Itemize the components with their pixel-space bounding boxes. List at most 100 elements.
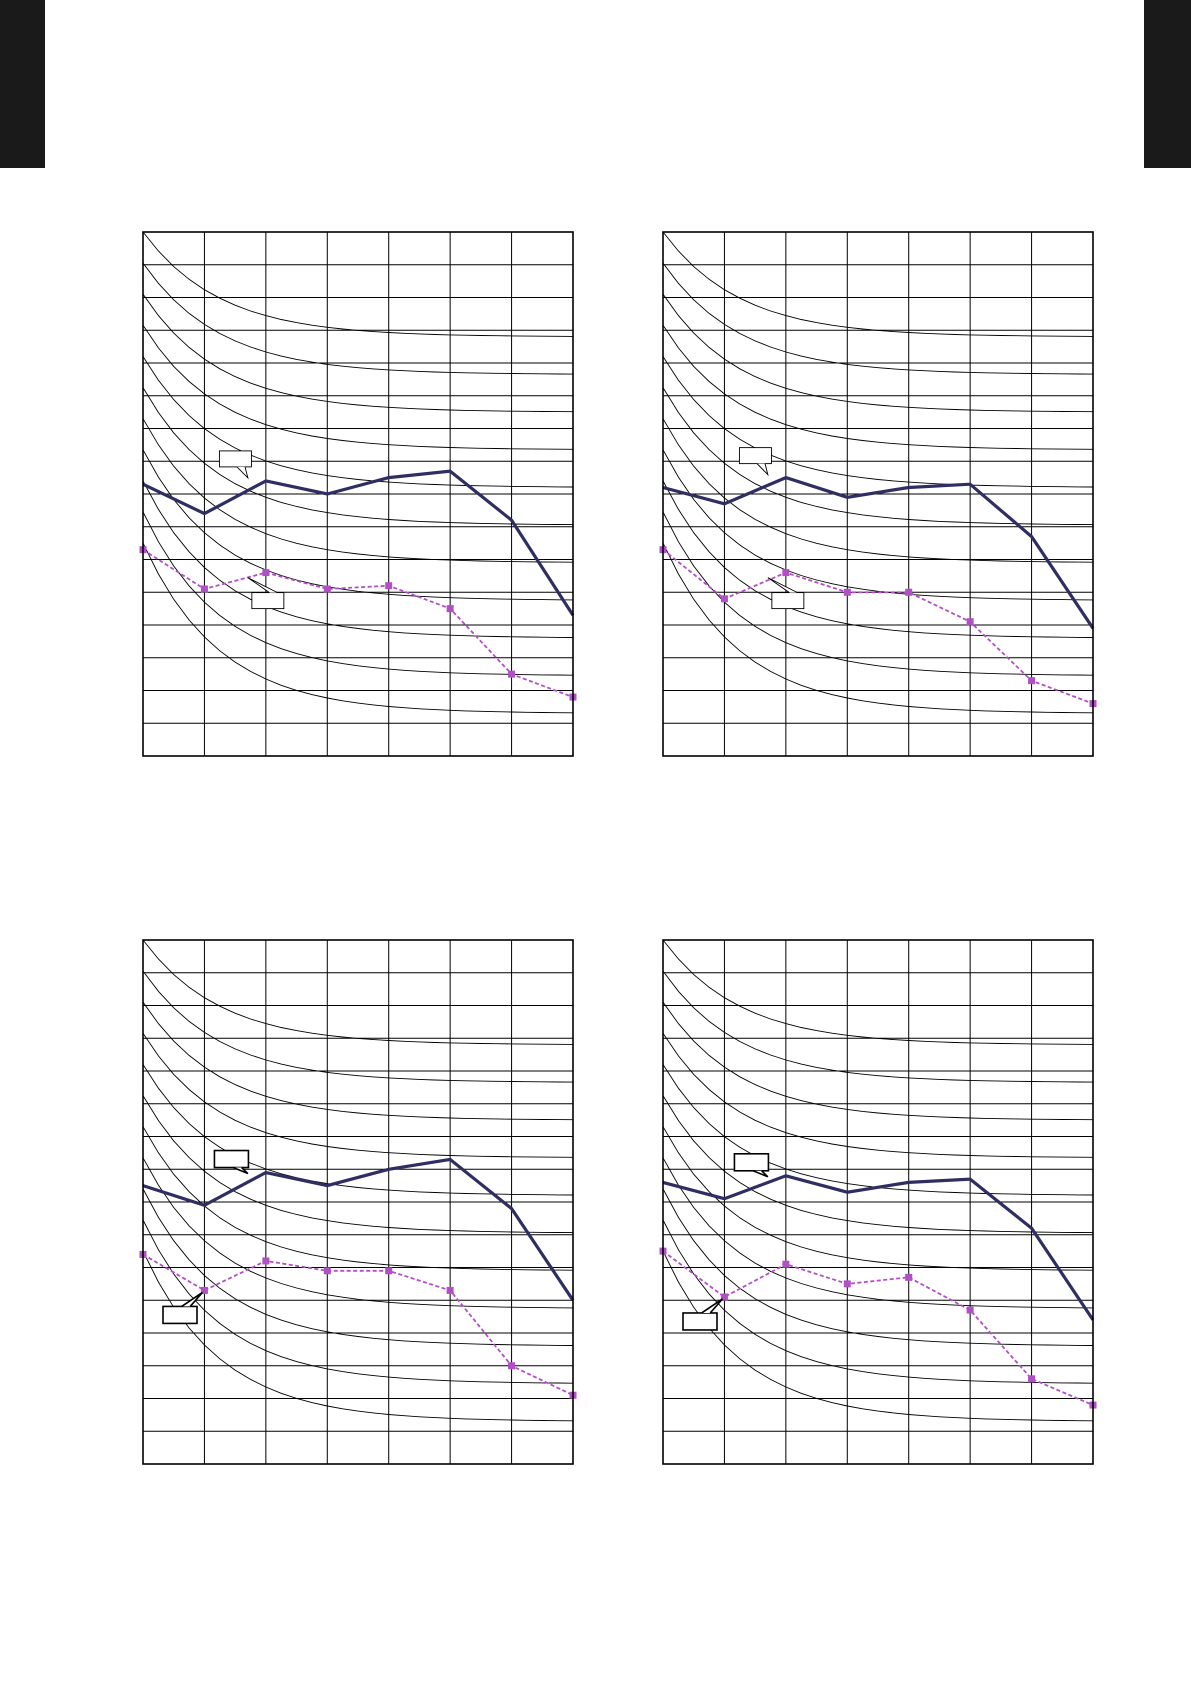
callout-rect: [682, 1312, 718, 1331]
reference-curve: [662, 1001, 1094, 1121]
callout-pointer: [247, 577, 278, 594]
grid: [143, 232, 573, 756]
series-point: [720, 595, 728, 603]
reference-curve: [142, 1250, 574, 1422]
series-point: [385, 1267, 393, 1275]
series-point: [1028, 677, 1036, 685]
series-point: [905, 588, 913, 596]
series-point: [323, 585, 331, 593]
series-point: [843, 588, 851, 596]
series-point: [262, 1257, 270, 1265]
reference-curve: [662, 542, 1094, 714]
series-point: [508, 1362, 516, 1370]
plot-frame: [662, 231, 1094, 757]
reference-curve: [662, 1064, 1094, 1196]
callout-box: [213, 1149, 250, 1175]
reference-curve: [662, 1095, 1094, 1234]
series-point: [782, 1260, 790, 1268]
reference-curve: [142, 1001, 574, 1121]
reference-curve: [142, 1095, 574, 1234]
callout-pointer: [181, 1291, 204, 1308]
reference-curve: [142, 480, 574, 638]
callout-pointer: [767, 577, 798, 594]
page-tab-right: [1144, 0, 1191, 168]
reference-curve: [142, 293, 574, 413]
series-point: [200, 585, 208, 593]
series-point: [385, 582, 393, 590]
callout-box: [767, 577, 805, 610]
callout-box: [162, 1291, 204, 1325]
chart-svg: [659, 939, 1097, 1465]
reference-curve: [142, 325, 574, 450]
reference-curve: [662, 418, 1094, 563]
reference-curve: [662, 1188, 1094, 1346]
series-point: [262, 569, 270, 577]
plot-frame: [662, 939, 1094, 1465]
reference-curve: [662, 511, 1094, 676]
series-point: [843, 1280, 851, 1288]
grid: [663, 232, 1093, 756]
callout-pointer: [701, 1298, 724, 1314]
callout-rect: [738, 447, 772, 465]
series-point: [508, 670, 516, 678]
reference-curve: [662, 480, 1094, 638]
callout-rect: [771, 592, 805, 610]
reference-curve: [662, 449, 1094, 601]
reference-curve: [662, 293, 1094, 413]
callout-pointer: [232, 1166, 249, 1175]
chart-svg: [139, 231, 577, 757]
reference-curve: [662, 1219, 1094, 1384]
reference-curve: [142, 387, 574, 526]
plot-frame: [142, 939, 574, 1465]
callout-rect: [251, 592, 285, 610]
callout-rect: [162, 1305, 198, 1325]
reference-curve: [142, 939, 574, 1045]
reference-curve: [142, 970, 574, 1083]
series-line-solid: [662, 1174, 1095, 1321]
series-point: [200, 1286, 208, 1294]
reference-curve: [662, 939, 1094, 1045]
chart-bottom-left: [139, 939, 577, 1465]
series-line-solid: [142, 1157, 575, 1302]
reference-curve: [662, 231, 1094, 337]
reference-curve: [662, 356, 1094, 488]
reference-curve: [142, 1064, 574, 1196]
reference-curve: [142, 1157, 574, 1309]
grid: [143, 940, 573, 1464]
reference-curve: [142, 1126, 574, 1271]
reference-curve: [662, 1033, 1094, 1158]
chart-svg: [139, 939, 577, 1465]
chart-top-right: [659, 231, 1097, 757]
callout-pointer: [752, 1170, 769, 1178]
reference-curve: [662, 262, 1094, 375]
callout-box: [682, 1298, 724, 1331]
reference-curves: [142, 939, 574, 1422]
reference-curves: [662, 231, 1094, 714]
reference-curve: [662, 1157, 1094, 1309]
chart-top-left: [139, 231, 577, 757]
grid: [663, 940, 1093, 1464]
series-point: [782, 569, 790, 577]
reference-curve: [662, 325, 1094, 450]
reference-curve: [662, 1250, 1094, 1422]
reference-curve: [142, 418, 574, 563]
callout-box: [733, 1153, 770, 1178]
reference-curve: [142, 1033, 574, 1158]
callout-rect: [733, 1153, 770, 1172]
reference-curve: [142, 542, 574, 714]
reference-curve: [142, 231, 574, 337]
reference-curve: [142, 511, 574, 676]
callout-pointer: [756, 463, 769, 477]
series-line-dashed: [142, 548, 574, 698]
reference-curve: [142, 1188, 574, 1346]
reference-curve: [142, 1219, 574, 1384]
reference-curves: [662, 939, 1094, 1422]
chart-svg: [659, 231, 1097, 757]
callout-rect: [218, 450, 252, 468]
reference-curves: [142, 231, 574, 714]
series-point: [1028, 1375, 1036, 1383]
series-line-solid: [662, 475, 1095, 630]
series-point: [323, 1267, 331, 1275]
series-line-solid: [142, 469, 575, 617]
reference-curve: [662, 387, 1094, 526]
